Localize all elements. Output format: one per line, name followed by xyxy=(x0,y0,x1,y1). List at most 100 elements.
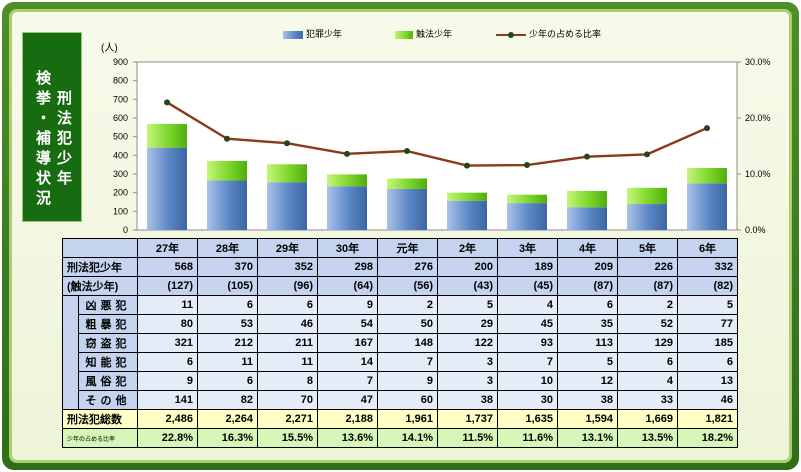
table-cell: 122 xyxy=(437,333,498,353)
table-cell: 18.2% xyxy=(677,428,738,448)
bar-juvenile-offenders xyxy=(507,203,547,230)
year-header: 27年 xyxy=(137,238,198,258)
table-cell: 46 xyxy=(257,314,318,334)
y2-axis-tick-label: 10.0% xyxy=(745,169,771,179)
bar-juvenile-offenders xyxy=(627,204,667,230)
row-label: (触法少年) xyxy=(62,276,138,296)
table-cell: (87) xyxy=(617,276,678,296)
y-axis-unit-label: (人) xyxy=(101,43,118,54)
table-cell: 13.1% xyxy=(557,428,618,448)
violent-crime-row: 凶悪犯 11 6 6 9 2 5 4 6 2 5 xyxy=(62,295,738,410)
statistics-table-body: 27年 28年 29年 30年 元年 2年 3年 4年 5年 6年 刑法犯少年 568 370 352 29… xyxy=(62,238,738,448)
table-cell: (105) xyxy=(197,276,258,296)
table-cell: 7 xyxy=(377,352,438,372)
year-header: 4年 xyxy=(557,238,618,258)
year-header: 元年 xyxy=(377,238,438,258)
table-cell: 9 xyxy=(377,371,438,391)
bar-child-offenders xyxy=(507,194,547,204)
bar-child-offenders xyxy=(207,160,247,181)
bar-juvenile-offenders xyxy=(267,182,307,230)
chart-title-box: 刑法犯少年 検挙・補導状況 xyxy=(22,32,82,222)
y-axis-tick-label: 900 xyxy=(113,57,128,67)
table-cell: 16.3% xyxy=(197,428,258,448)
table-cell: 1,669 xyxy=(617,409,678,429)
row-label: 窃盗犯 xyxy=(78,333,138,353)
year-header: 29年 xyxy=(257,238,318,258)
table-cell: 80 xyxy=(137,314,198,334)
assault-crime-row: 粗暴犯 80 53 46 54 50 29 45 35 52 77 xyxy=(63,314,738,334)
juvenile-offenses-row: 刑法犯少年 568 370 352 298 276 200 189 209 226 332 xyxy=(62,257,738,277)
chart-title-line1: 刑法犯少年 xyxy=(55,90,73,190)
table-cell: (96) xyxy=(257,276,318,296)
row-label: 知能犯 xyxy=(78,352,138,372)
table-cell: 11.5% xyxy=(437,428,498,448)
legend-swatch-juvenile-offenders xyxy=(283,31,303,39)
legend-label-juvenile-offenders: 犯罪少年 xyxy=(306,30,343,40)
statistics-table: 27年 28年 29年 30年 元年 2年 3年 4年 5年 6年 刑法犯少年 568 370 352 29… xyxy=(62,238,738,448)
table-cell: 93 xyxy=(497,333,558,353)
y-axis-tick-label: 500 xyxy=(113,132,128,142)
bar-child-offenders xyxy=(447,192,487,201)
bar-juvenile-offenders xyxy=(447,200,487,230)
ratio-point xyxy=(404,148,410,155)
table-cell: 10 xyxy=(497,371,558,391)
table-cell: 148 xyxy=(377,333,438,353)
table-cell: 352 xyxy=(257,257,318,277)
row-label: 刑法犯少年 xyxy=(62,257,138,277)
table-cell: 11 xyxy=(257,352,318,372)
y-axis-tick-label: 300 xyxy=(113,169,128,179)
table-cell: 4 xyxy=(617,371,678,391)
table-cell: (82) xyxy=(677,276,738,296)
table-cell: 370 xyxy=(197,257,258,277)
table-cell: 82 xyxy=(197,390,258,410)
table-cell: 2,188 xyxy=(317,409,378,429)
all-offenses-total-row: 刑法犯総数 2,486 2,264 2,271 2,188 1,961 1,737 1,635… xyxy=(62,409,738,429)
table-cell: 167 xyxy=(317,333,378,353)
y-axis-tick-label: 800 xyxy=(113,76,128,86)
row-label: 凶悪犯 xyxy=(78,295,138,315)
table-cell: 6 xyxy=(197,371,258,391)
table-cell: 54 xyxy=(317,314,378,334)
bar-juvenile-offenders xyxy=(147,147,187,230)
table-cell: 226 xyxy=(617,257,678,277)
table-cell: 13 xyxy=(677,371,738,391)
row-label: 刑法犯総数 xyxy=(62,409,138,429)
y-axis-tick-label: 0 xyxy=(123,225,128,235)
table-cell: 5 xyxy=(557,352,618,372)
year-header: 30年 xyxy=(317,238,378,258)
ratio-point xyxy=(284,140,290,147)
table-cell: 6 xyxy=(617,352,678,372)
table-cell: 30 xyxy=(497,390,558,410)
ratio-line xyxy=(166,101,708,167)
table-cell: 12 xyxy=(557,371,618,391)
table-cell: (64) xyxy=(317,276,378,296)
year-header: 3年 xyxy=(497,238,558,258)
y-axis-tick-label: 400 xyxy=(113,150,128,160)
y2-axis-tick-label: 20.0% xyxy=(745,113,771,123)
table-cell: 9 xyxy=(137,371,198,391)
table-cell: 33 xyxy=(617,390,678,410)
table-cell: 1,961 xyxy=(377,409,438,429)
table-cell: 70 xyxy=(257,390,318,410)
table-cell: 3 xyxy=(437,371,498,391)
year-header: 2年 xyxy=(437,238,498,258)
table-cell: 6 xyxy=(197,295,258,315)
combo-chart: 900 800 700 600 500 400 300 200 100 0 30.0% 20.0% 10… xyxy=(113,57,771,235)
ratio-point xyxy=(344,150,350,157)
table-cell: 15.5% xyxy=(257,428,318,448)
table-cell: 1,635 xyxy=(497,409,558,429)
ratio-point xyxy=(464,162,470,169)
table-cell: (45) xyxy=(497,276,558,296)
bar-child-offenders xyxy=(687,168,727,184)
table-cell: 3 xyxy=(437,352,498,372)
legend-label-child-offenders: 触法少年 xyxy=(416,30,453,40)
table-cell: 60 xyxy=(377,390,438,410)
moral-crime-row: 風俗犯 9 6 8 7 9 3 10 12 4 13 xyxy=(63,371,738,391)
bar-juvenile-offenders xyxy=(387,188,427,230)
table-cell: 1,737 xyxy=(437,409,498,429)
table-cell: 7 xyxy=(497,352,558,372)
table-cell: 14 xyxy=(317,352,378,372)
table-cell: 8 xyxy=(257,371,318,391)
breakdown-group-cell xyxy=(62,295,79,410)
table-cell: 113 xyxy=(557,333,618,353)
